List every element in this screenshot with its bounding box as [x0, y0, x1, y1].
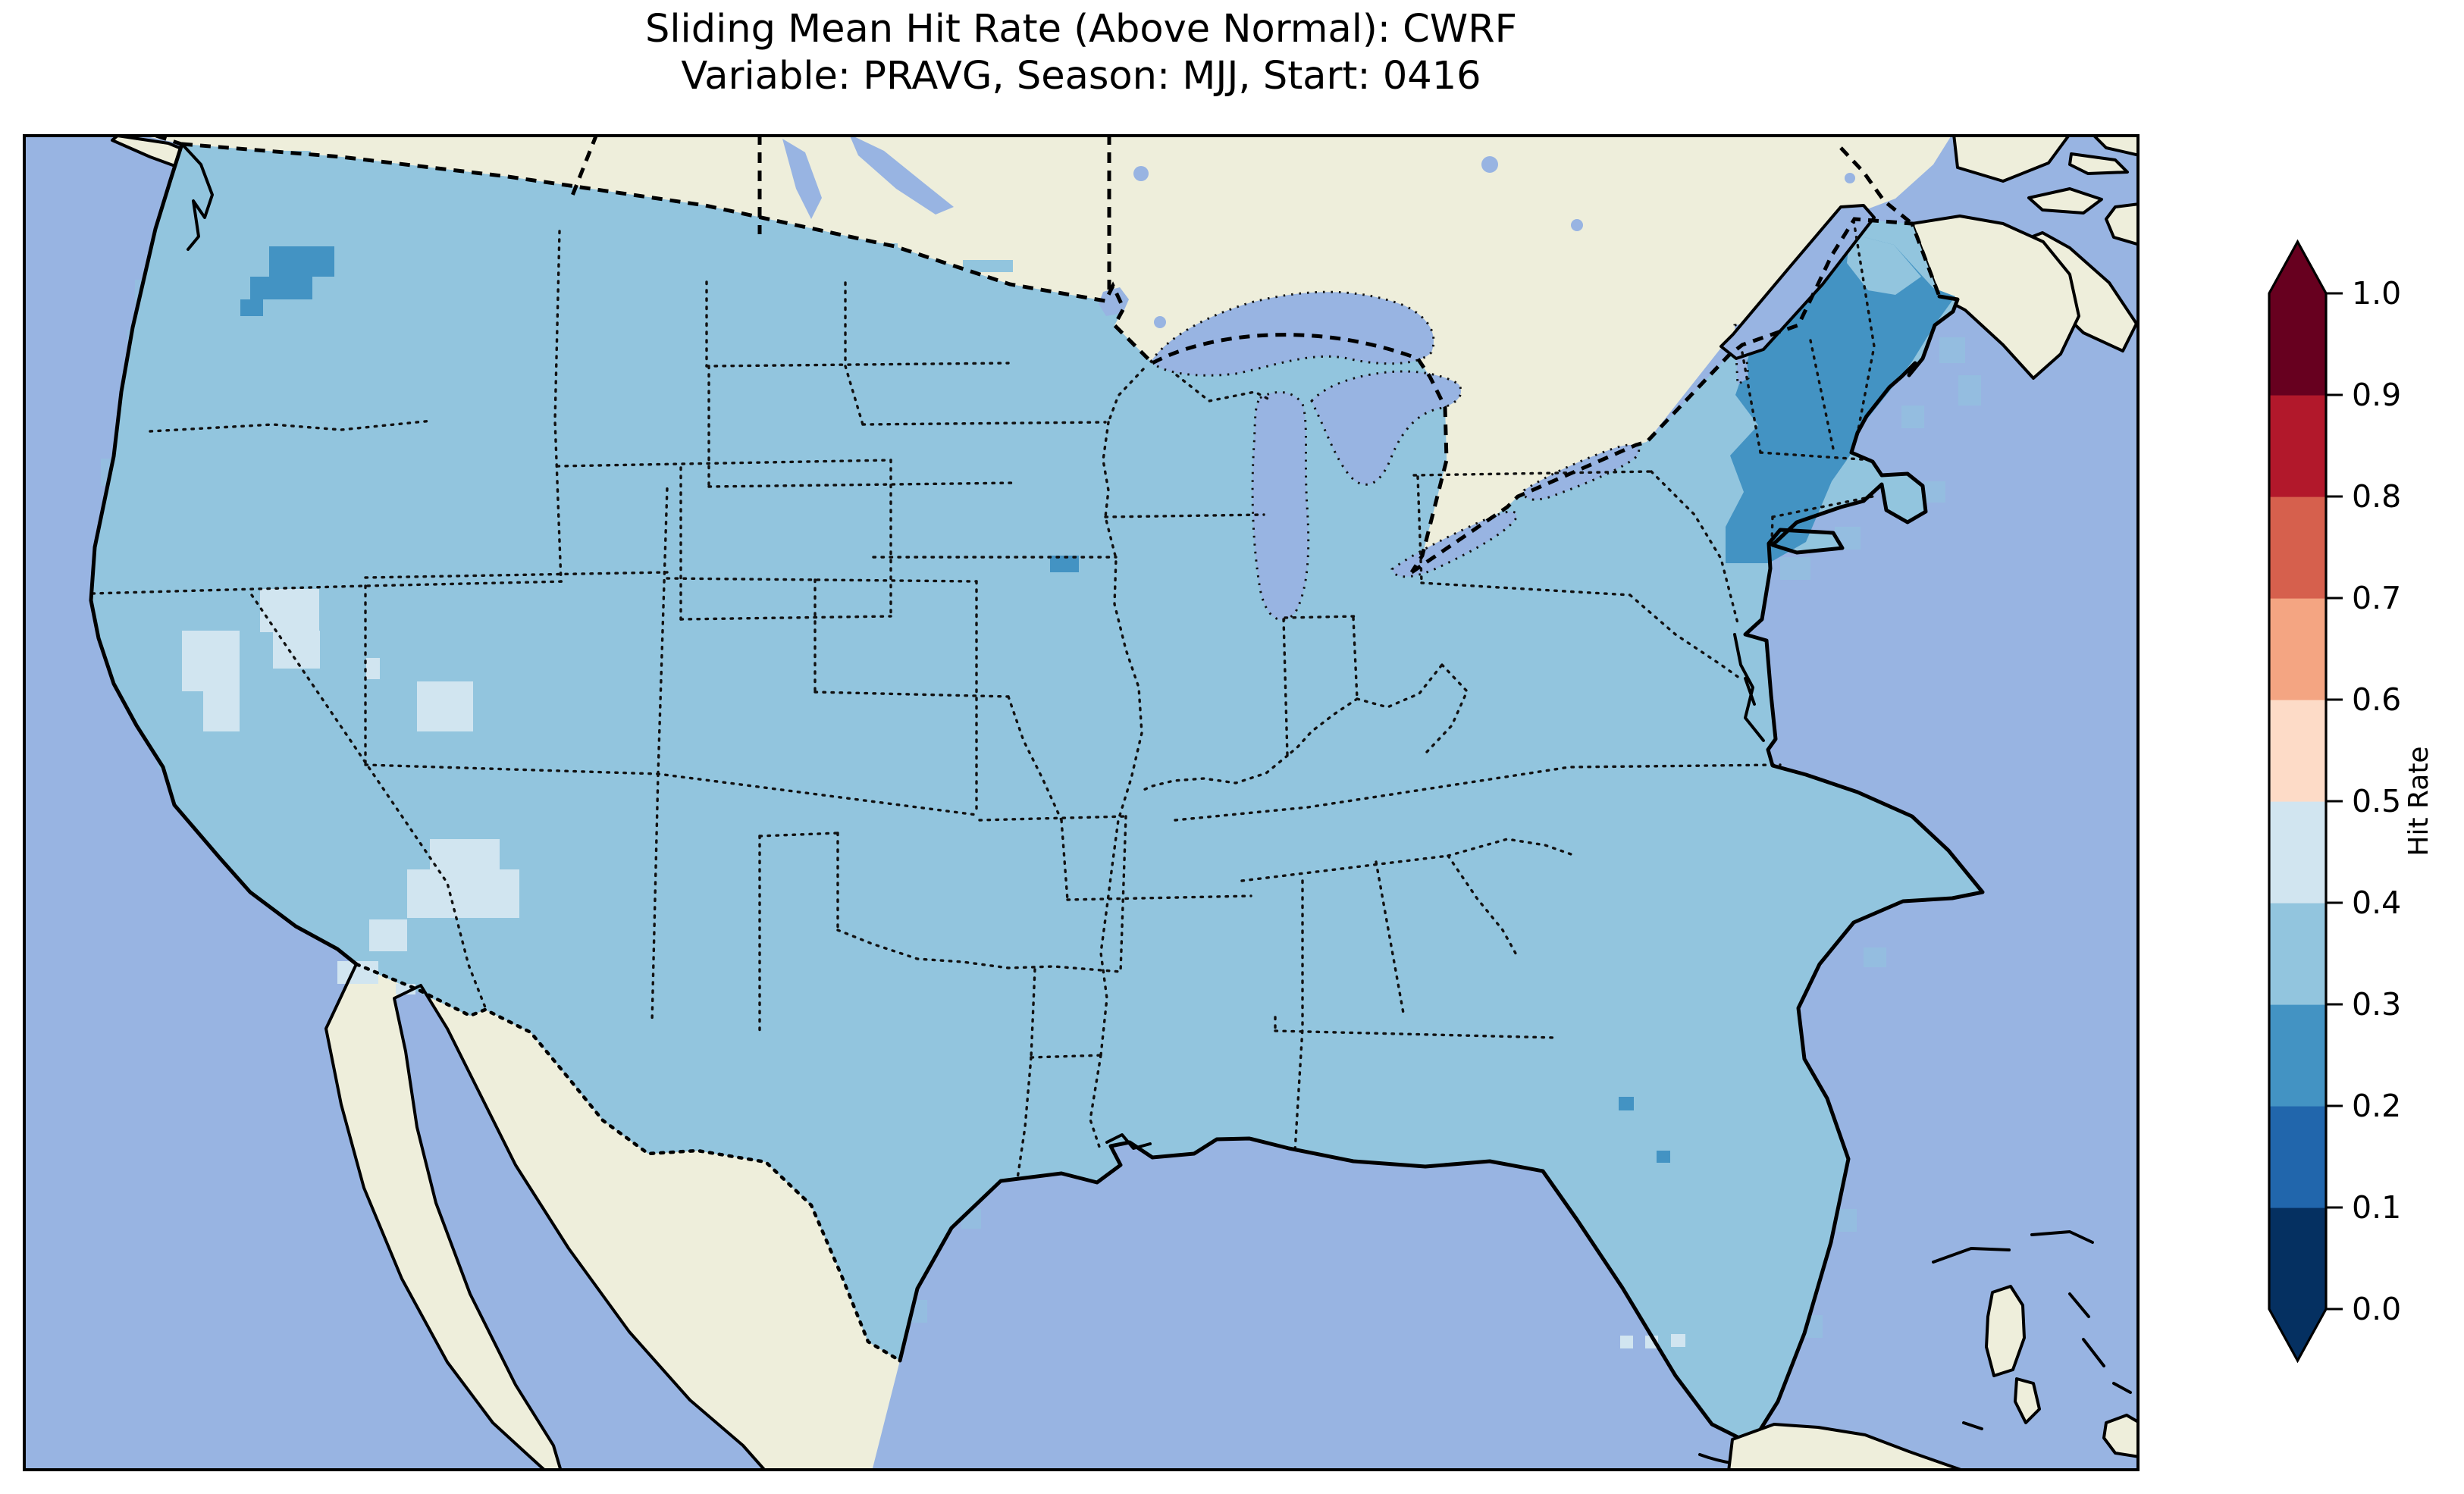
puget-sound	[180, 143, 214, 251]
chart-title: Sliding Mean Hit Rate (Above Normal): CW…	[645, 7, 1517, 52]
colorbar-segment	[2269, 1207, 2326, 1310]
mexico-landmass	[326, 964, 900, 1471]
st-lawrence-river	[1719, 204, 1876, 360]
colorbar-segment	[2269, 1004, 2326, 1107]
chesapeake-bay	[1733, 633, 1765, 742]
lake-winnipeg	[849, 134, 954, 215]
lake-winnipegosis	[782, 139, 822, 219]
patch-florida-cell	[1619, 1097, 1634, 1110]
mexico-coastline	[324, 963, 767, 1471]
us-map	[23, 134, 2140, 1471]
colorbar-tick-label: 0.8	[2352, 478, 2401, 515]
colorbar-tick-label: 0.6	[2352, 681, 2401, 718]
coastlines	[89, 142, 1985, 1471]
colorbar-tick-label: 0.4	[2352, 885, 2401, 921]
bahamas-island	[2014, 1377, 2041, 1424]
mississippi-delta	[1105, 1133, 1152, 1150]
colorbar-tick-label: 0.5	[2352, 783, 2401, 819]
canada-landmass	[111, 134, 2140, 572]
colorbar-segment	[2269, 598, 2326, 700]
colorbar-ticks: 1.0 0.9 0.8 0.7 0.6 0.5 0.4 0.3 0.2 0.1 0.0	[2326, 275, 2401, 1327]
colorbar-segment	[2269, 903, 2326, 1005]
lake-erie	[1390, 510, 1518, 578]
us-canada-border	[181, 142, 1154, 365]
lake-michigan	[1251, 390, 1310, 622]
colorbar-tick-label: 0.2	[2352, 1088, 2401, 1124]
patch-iowa-cell	[1050, 556, 1079, 572]
colorbar-segment	[2269, 1106, 2326, 1208]
colorbar-tick-label: 0.1	[2352, 1189, 2401, 1226]
map-frame	[23, 134, 2140, 1471]
colorbar-axis-label: Hit Rate	[2403, 746, 2434, 856]
colorbar-segment	[2269, 801, 2326, 904]
andros-island	[1985, 1285, 2026, 1377]
colorbar-segment	[2269, 395, 2326, 497]
caribbean-islands	[1727, 1230, 2140, 1471]
patch-nevada-utah-pale	[182, 589, 1685, 1348]
colorbar-tick-label: 0.3	[2352, 986, 2401, 1023]
lake-huron	[1310, 370, 1462, 486]
colorbar-tick-label: 1.0	[2352, 275, 2401, 312]
colorbar: 1.0 0.9 0.8 0.7 0.6 0.5 0.4 0.3 0.2 0.1 0.0 Hit Ra…	[2268, 239, 2434, 1364]
colorbar-tick-label: 0.9	[2352, 377, 2401, 413]
colorbar-extend-min-arrow	[2269, 1309, 2326, 1361]
great-lakes	[782, 134, 1876, 622]
colorbar-segment	[2269, 293, 2326, 396]
colorbar-tick-label: 0.7	[2352, 580, 2401, 616]
colorbar-segment	[2269, 700, 2326, 802]
hispaniola	[2102, 1414, 2140, 1458]
colorbar-segments	[2269, 293, 2326, 1310]
patch-north-maine-light	[1847, 233, 1921, 295]
raster-overhang-cells	[101, 151, 1981, 1338]
chart-subtitle: Variable: PRAVG, Season: MJJ, Start: 041…	[681, 54, 1481, 99]
colorbar-tick-label: 0.0	[2352, 1291, 2401, 1327]
colorbar-segment	[2269, 496, 2326, 599]
title-block: Sliding Mean Hit Rate (Above Normal): CW…	[23, 6, 2140, 100]
grand-bahama	[1932, 1230, 2132, 1430]
us-landmass	[91, 144, 1983, 1444]
pacific-coastline	[89, 142, 359, 966]
lake-superior	[1149, 290, 1435, 377]
patch-florida-cell	[1657, 1151, 1670, 1163]
gulf-atlantic-coastline	[898, 294, 1985, 1446]
colorbar-extend-max-arrow	[2269, 242, 2326, 293]
us-mexico-border	[354, 962, 902, 1363]
state-borders	[91, 219, 1876, 1180]
patch-washington	[240, 246, 334, 316]
